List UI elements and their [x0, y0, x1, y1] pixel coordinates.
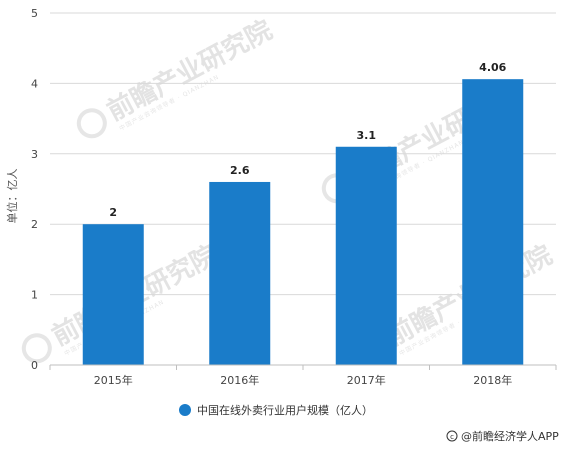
- bar: [335, 146, 397, 365]
- x-axis-ticks: 2015年 2016年 2017年 2018年: [49, 365, 557, 387]
- data-label: 3.1: [357, 129, 377, 142]
- watermark-logo-mark: [21, 333, 52, 364]
- x-tick-label: 2017年: [347, 373, 386, 387]
- y-axis-ticks: 0 1 2 3 4 5: [31, 7, 38, 372]
- bar-series: [82, 79, 524, 366]
- y-tick-label: 1: [31, 289, 38, 302]
- data-label: 2.6: [230, 164, 250, 177]
- data-label: 2: [109, 206, 117, 219]
- legend-marker: [179, 404, 191, 416]
- y-tick-label: 3: [31, 148, 38, 161]
- source-text: @前瞻经济学人APP: [461, 429, 559, 443]
- y-tick-label: 2: [31, 218, 38, 231]
- x-tick-label: 2018年: [473, 373, 512, 387]
- bar: [209, 181, 271, 365]
- bar: [82, 224, 144, 365]
- data-label: 4.06: [479, 61, 506, 74]
- x-tick-label: 2016年: [220, 373, 259, 387]
- y-tick-label: 5: [31, 7, 38, 20]
- watermark-logo-mark: [76, 108, 107, 139]
- watermark-text: 前瞻产业研究院: [102, 14, 277, 127]
- copyright-icon: c: [446, 430, 458, 442]
- bar: [462, 79, 524, 366]
- svg-text:c: c: [450, 433, 454, 441]
- y-tick-label: 0: [31, 359, 38, 372]
- y-tick-label: 4: [31, 77, 38, 90]
- x-tick-label: 2015年: [94, 373, 133, 387]
- y-axis-title: 单位：亿人: [5, 169, 19, 224]
- legend-label: 中国在线外卖行业用户规模（亿人）: [197, 403, 373, 417]
- source-credit: c @前瞻经济学人APP: [446, 429, 559, 443]
- data-labels: 2 2.6 3.1 4.06: [109, 61, 506, 219]
- legend: 中国在线外卖行业用户规模（亿人）: [179, 403, 373, 417]
